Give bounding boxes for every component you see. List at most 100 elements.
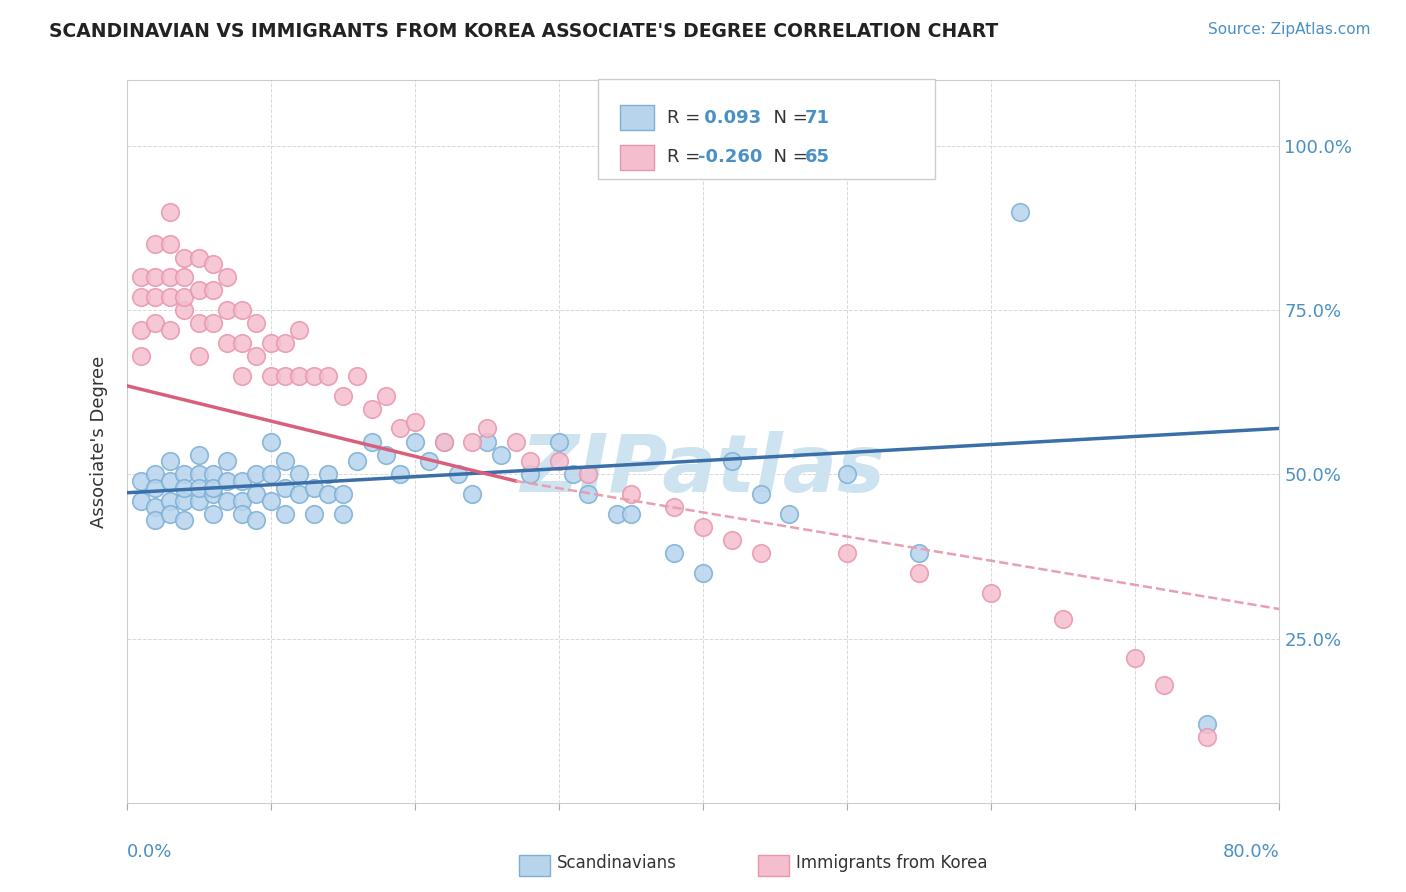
Point [720,533,742,547]
Point [245,316,267,330]
Point [374,448,398,462]
Point [217,336,239,351]
Point [548,454,571,468]
Point [187,481,209,495]
Point [159,204,181,219]
Point [187,251,209,265]
Point [576,487,599,501]
Point [245,487,267,501]
Point [173,513,195,527]
Point [159,290,181,304]
Point [302,368,325,383]
Point [202,316,225,330]
Point [187,493,209,508]
Point [173,467,195,482]
Text: -0.260: -0.260 [697,148,762,166]
Point [318,467,340,482]
Point [1197,730,1219,744]
Point [145,481,166,495]
Point [908,566,931,580]
Point [346,368,368,383]
Point [274,507,297,521]
Point [129,270,152,285]
Point [129,474,152,488]
Point [274,336,297,351]
Point [159,493,181,508]
Point [835,467,858,482]
Point [159,237,181,252]
Text: 80.0%: 80.0% [1223,843,1279,861]
Point [173,270,195,285]
Point [519,454,541,468]
Point [245,349,267,363]
Point [562,467,585,482]
Point [202,284,225,298]
Point [302,481,325,495]
Point [318,368,340,383]
Point [461,487,484,501]
Point [664,500,686,515]
Point [187,284,209,298]
Point [1153,677,1175,691]
Point [1125,651,1147,665]
Point [245,467,267,482]
Point [346,454,368,468]
Point [231,336,253,351]
Point [274,454,297,468]
Point [288,368,311,383]
Point [274,481,297,495]
Point [159,507,181,521]
Text: N =: N = [762,148,814,166]
Point [173,303,195,318]
Point [231,474,253,488]
Point [259,368,281,383]
Point [505,434,527,449]
Point [692,566,714,580]
Point [259,493,281,508]
Point [173,481,195,495]
Point [159,454,181,468]
Point [145,513,166,527]
Point [461,434,484,449]
Point [980,585,1002,599]
Point [145,237,166,252]
Point [217,303,239,318]
Text: Source: ZipAtlas.com: Source: ZipAtlas.com [1208,22,1371,37]
Text: SCANDINAVIAN VS IMMIGRANTS FROM KOREA ASSOCIATE'S DEGREE CORRELATION CHART: SCANDINAVIAN VS IMMIGRANTS FROM KOREA AS… [49,22,998,41]
Point [606,507,628,521]
Text: Scandinavians: Scandinavians [557,855,676,872]
Point [908,546,931,560]
Text: 0.093: 0.093 [697,109,761,127]
Text: Immigrants from Korea: Immigrants from Korea [796,855,987,872]
Point [433,434,456,449]
Text: 71: 71 [804,109,830,127]
Point [129,493,152,508]
Point [173,290,195,304]
Point [145,316,166,330]
Point [749,487,772,501]
Text: ZIPatlas: ZIPatlas [520,432,886,509]
Point [202,487,225,501]
Point [664,546,686,560]
Point [202,467,225,482]
Point [404,415,426,429]
Text: N =: N = [762,109,814,127]
Point [1197,717,1219,731]
Point [187,316,209,330]
Point [187,349,209,363]
Point [173,251,195,265]
Point [360,401,382,416]
Point [374,388,398,402]
Point [332,388,354,402]
Point [1010,204,1032,219]
Point [779,507,801,521]
Point [159,270,181,285]
Point [145,500,166,515]
Point [245,513,267,527]
Point [389,467,412,482]
Point [475,421,498,435]
Point [720,454,742,468]
Point [302,507,325,521]
Text: R =: R = [666,109,706,127]
Point [404,434,426,449]
